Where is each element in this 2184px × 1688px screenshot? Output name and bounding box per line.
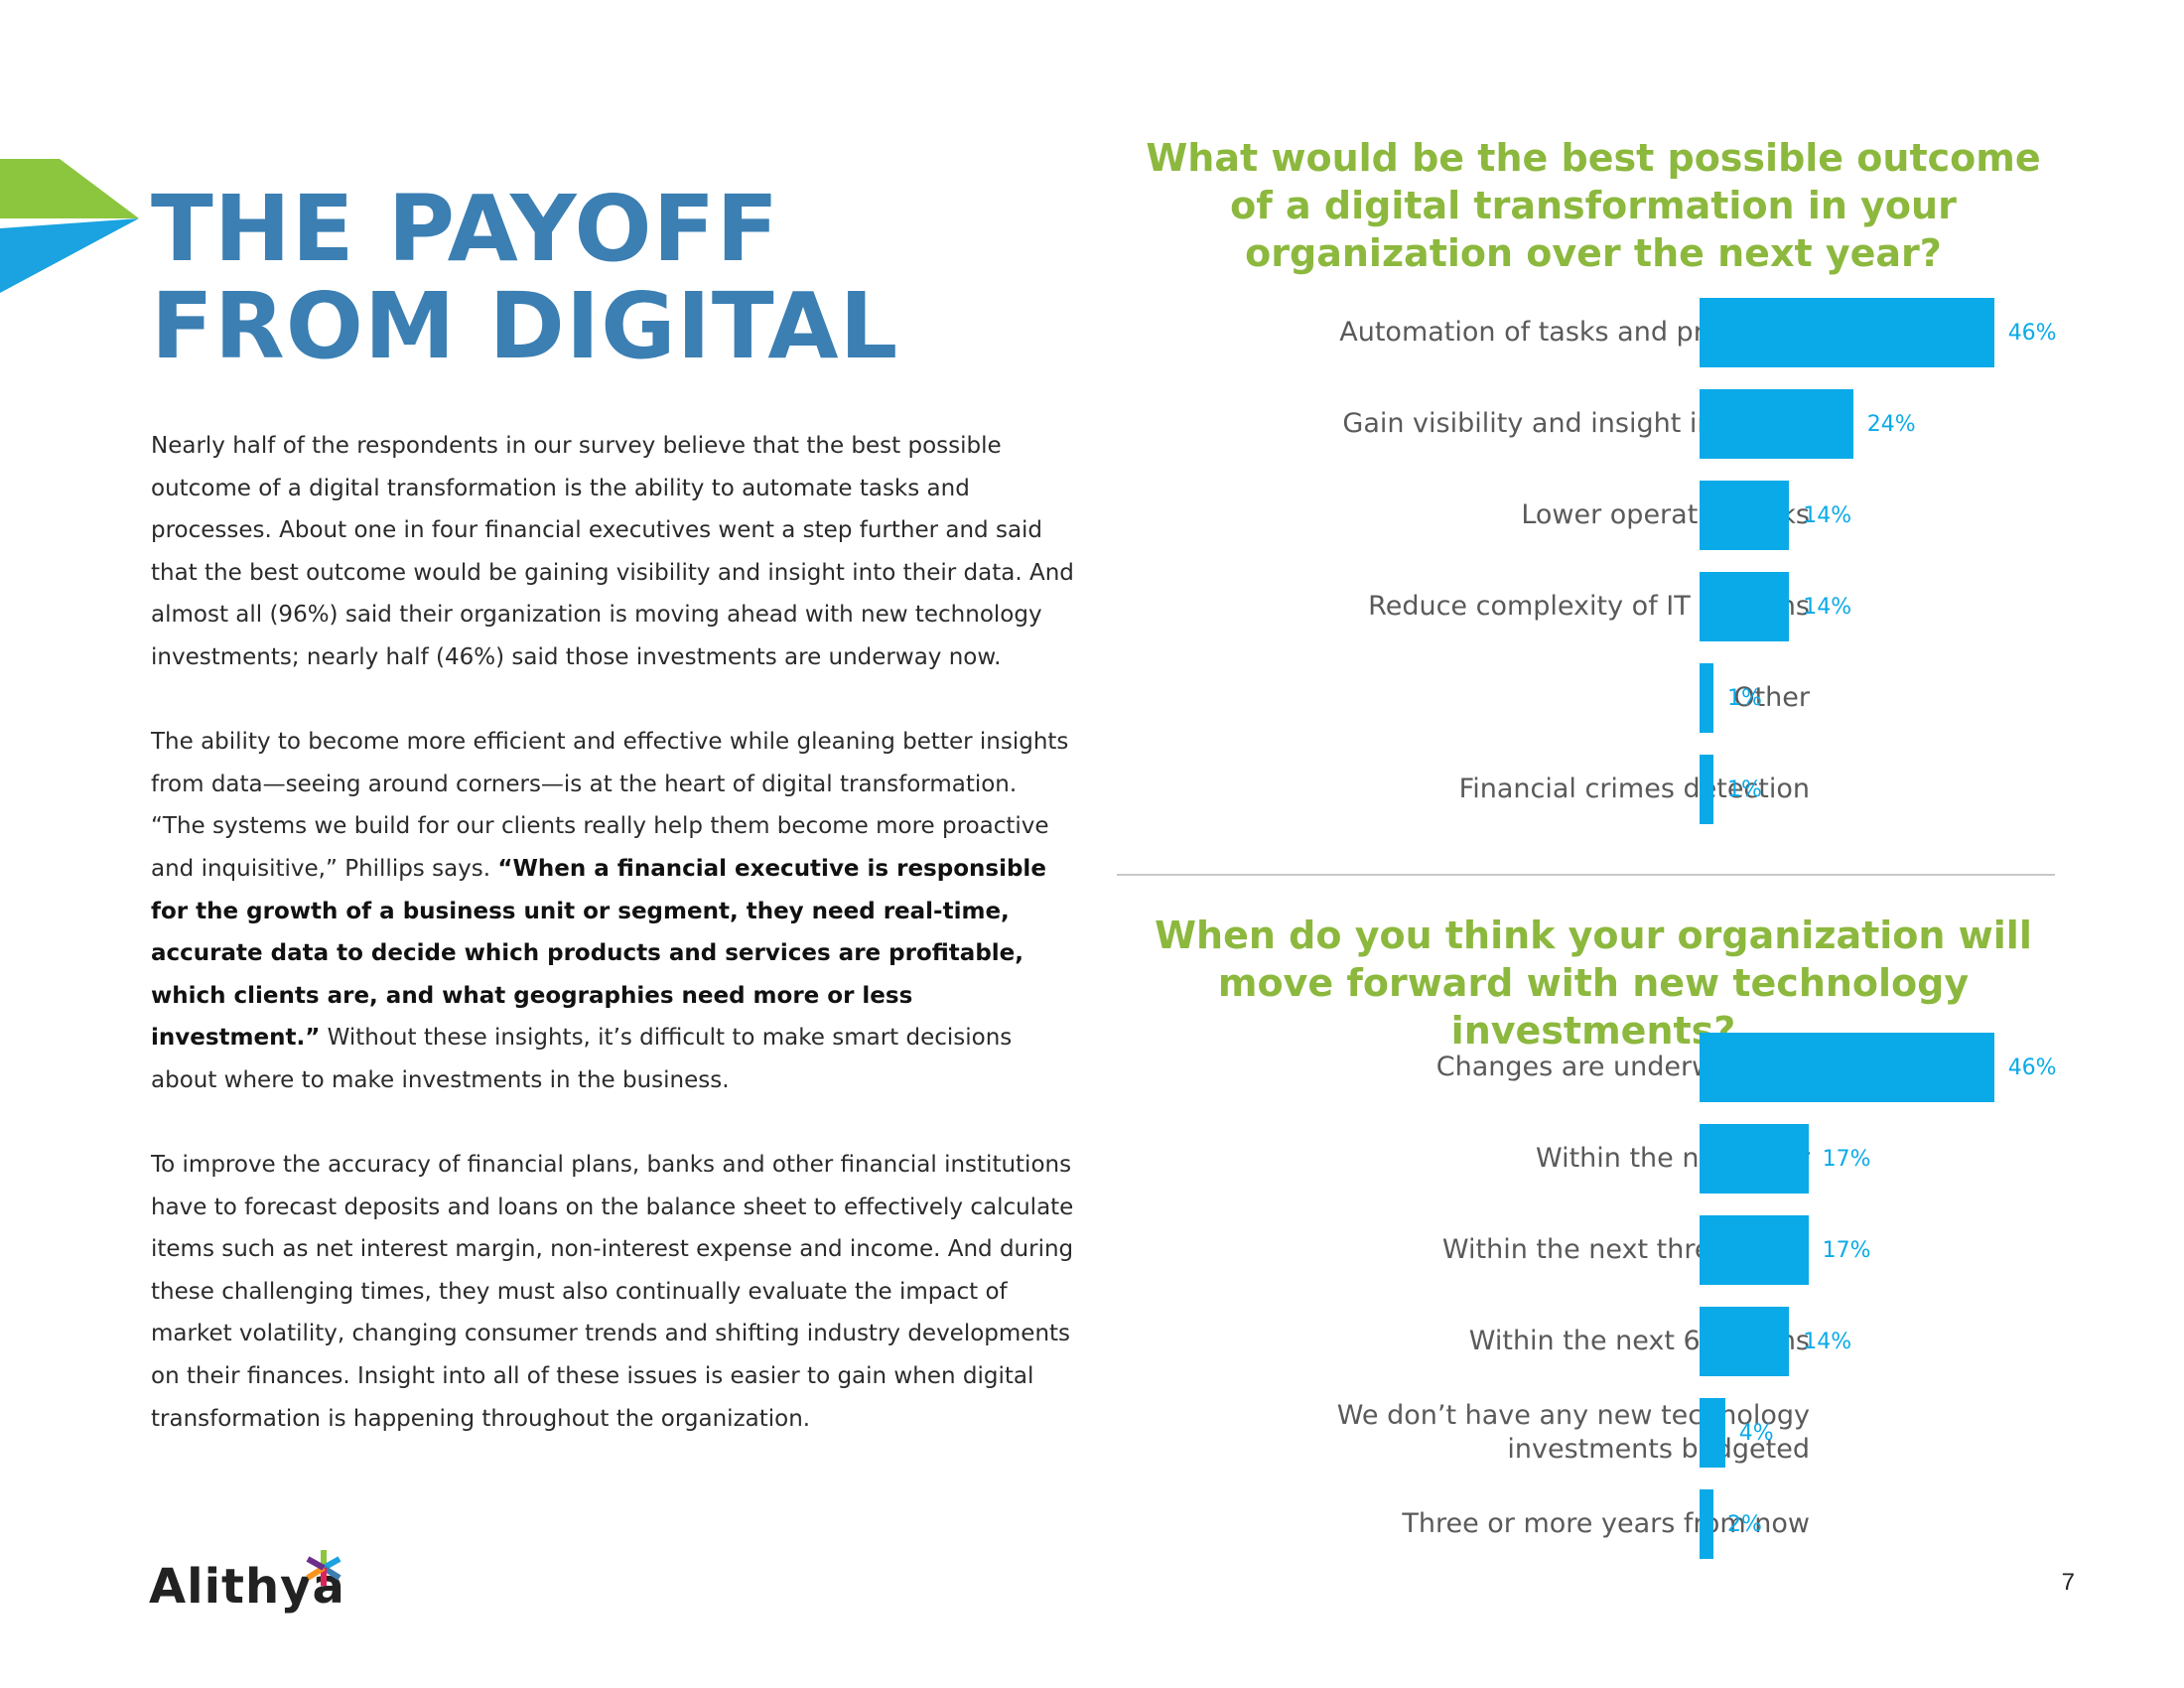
chart-1-outcome: Automation of tasks and processes 46% Gain… xyxy=(1117,298,2070,854)
bar-row: Reduce complexity of IT systems 14% xyxy=(1117,572,2070,641)
bar-value-label: 46% xyxy=(2007,320,2057,346)
paragraph-3: To improve the accuracy of financial pla… xyxy=(151,1152,1074,1432)
bar-row: Within the next three years 17% xyxy=(1117,1215,2070,1285)
chevron-arrow-icon xyxy=(0,159,139,293)
bar xyxy=(1700,1307,1790,1376)
bar-category-label: Financial crimes detection xyxy=(1458,774,1810,804)
bar-category-label: Other xyxy=(1733,682,1810,713)
bar-row: Other 1% xyxy=(1117,663,2070,733)
bar-value-label: 24% xyxy=(1866,411,1916,437)
alithya-logo: Alithya xyxy=(149,1559,345,1615)
page-title: THE PAYOFF FROM DIGITAL xyxy=(151,176,899,379)
bar-value-label: 17% xyxy=(1822,1237,1871,1263)
asterisk-logo-icon xyxy=(306,1550,341,1586)
bar xyxy=(1700,481,1790,550)
body-text: Nearly half of the respondents in our su… xyxy=(151,425,1074,1482)
bar-row: Changes are underway now 46% xyxy=(1117,1033,2070,1102)
bar-row: Within the next year 17% xyxy=(1117,1124,2070,1194)
chart-2-title: When do you think your organization will… xyxy=(1155,914,2032,1053)
bar-value-label: 1% xyxy=(1727,685,1762,711)
bar xyxy=(1700,1033,1994,1102)
paragraph-2-end: Without these insights, it’s difficult t… xyxy=(151,1025,1013,1093)
bar-value-label: 14% xyxy=(1803,1329,1852,1354)
bar xyxy=(1700,1215,1809,1285)
bar-value-label: 14% xyxy=(1803,594,1852,620)
bar-row: Financial crimes detection 1% xyxy=(1117,755,2070,824)
bar xyxy=(1700,1124,1809,1194)
chart-1-title: What would be the best possible outcome … xyxy=(1146,136,2041,275)
bar xyxy=(1700,1489,1713,1559)
bar xyxy=(1700,755,1713,824)
bar xyxy=(1700,389,1853,459)
paragraph-1: Nearly half of the respondents in our su… xyxy=(151,433,1074,670)
paragraph-2-intro: The ability to become more efficient and… xyxy=(151,729,1069,882)
paragraph-2: The ability to become more efficient and… xyxy=(151,721,1074,1101)
bar-category-label: We don’t have any new technology investm… xyxy=(1336,1400,1810,1465)
bar-value-label: 2% xyxy=(1727,1511,1762,1537)
bar-value-label: 17% xyxy=(1822,1146,1871,1172)
bar-row: Within the next 6 months 14% xyxy=(1117,1307,2070,1376)
bar-row: Automation of tasks and processes 46% xyxy=(1117,298,2070,367)
bar-category-label: Three or more years from now xyxy=(1402,1508,1810,1539)
bar xyxy=(1700,663,1713,733)
divider xyxy=(1117,874,2055,876)
bar-row: Lower operating risks 14% xyxy=(1117,481,2070,550)
bar xyxy=(1700,298,1994,367)
bar-value-label: 14% xyxy=(1803,502,1852,528)
bar-row: We don’t have any new technology investm… xyxy=(1117,1398,2070,1468)
bar-value-label: 46% xyxy=(2007,1055,2057,1080)
bar-value-label: 4% xyxy=(1738,1420,1774,1446)
bar-row: Three or more years from now 2% xyxy=(1117,1489,2070,1559)
bar xyxy=(1700,572,1790,641)
chart-2-timing: Changes are underway now 46% Within the ne… xyxy=(1117,1033,2070,1589)
bar-value-label: 1% xyxy=(1727,776,1762,802)
bar-row: Gain visibility and insight into data 24% xyxy=(1117,389,2070,459)
bar xyxy=(1700,1398,1725,1468)
quote-bold: “When a financial executive is responsib… xyxy=(151,855,1046,1052)
page-number: 7 xyxy=(2061,1569,2075,1596)
